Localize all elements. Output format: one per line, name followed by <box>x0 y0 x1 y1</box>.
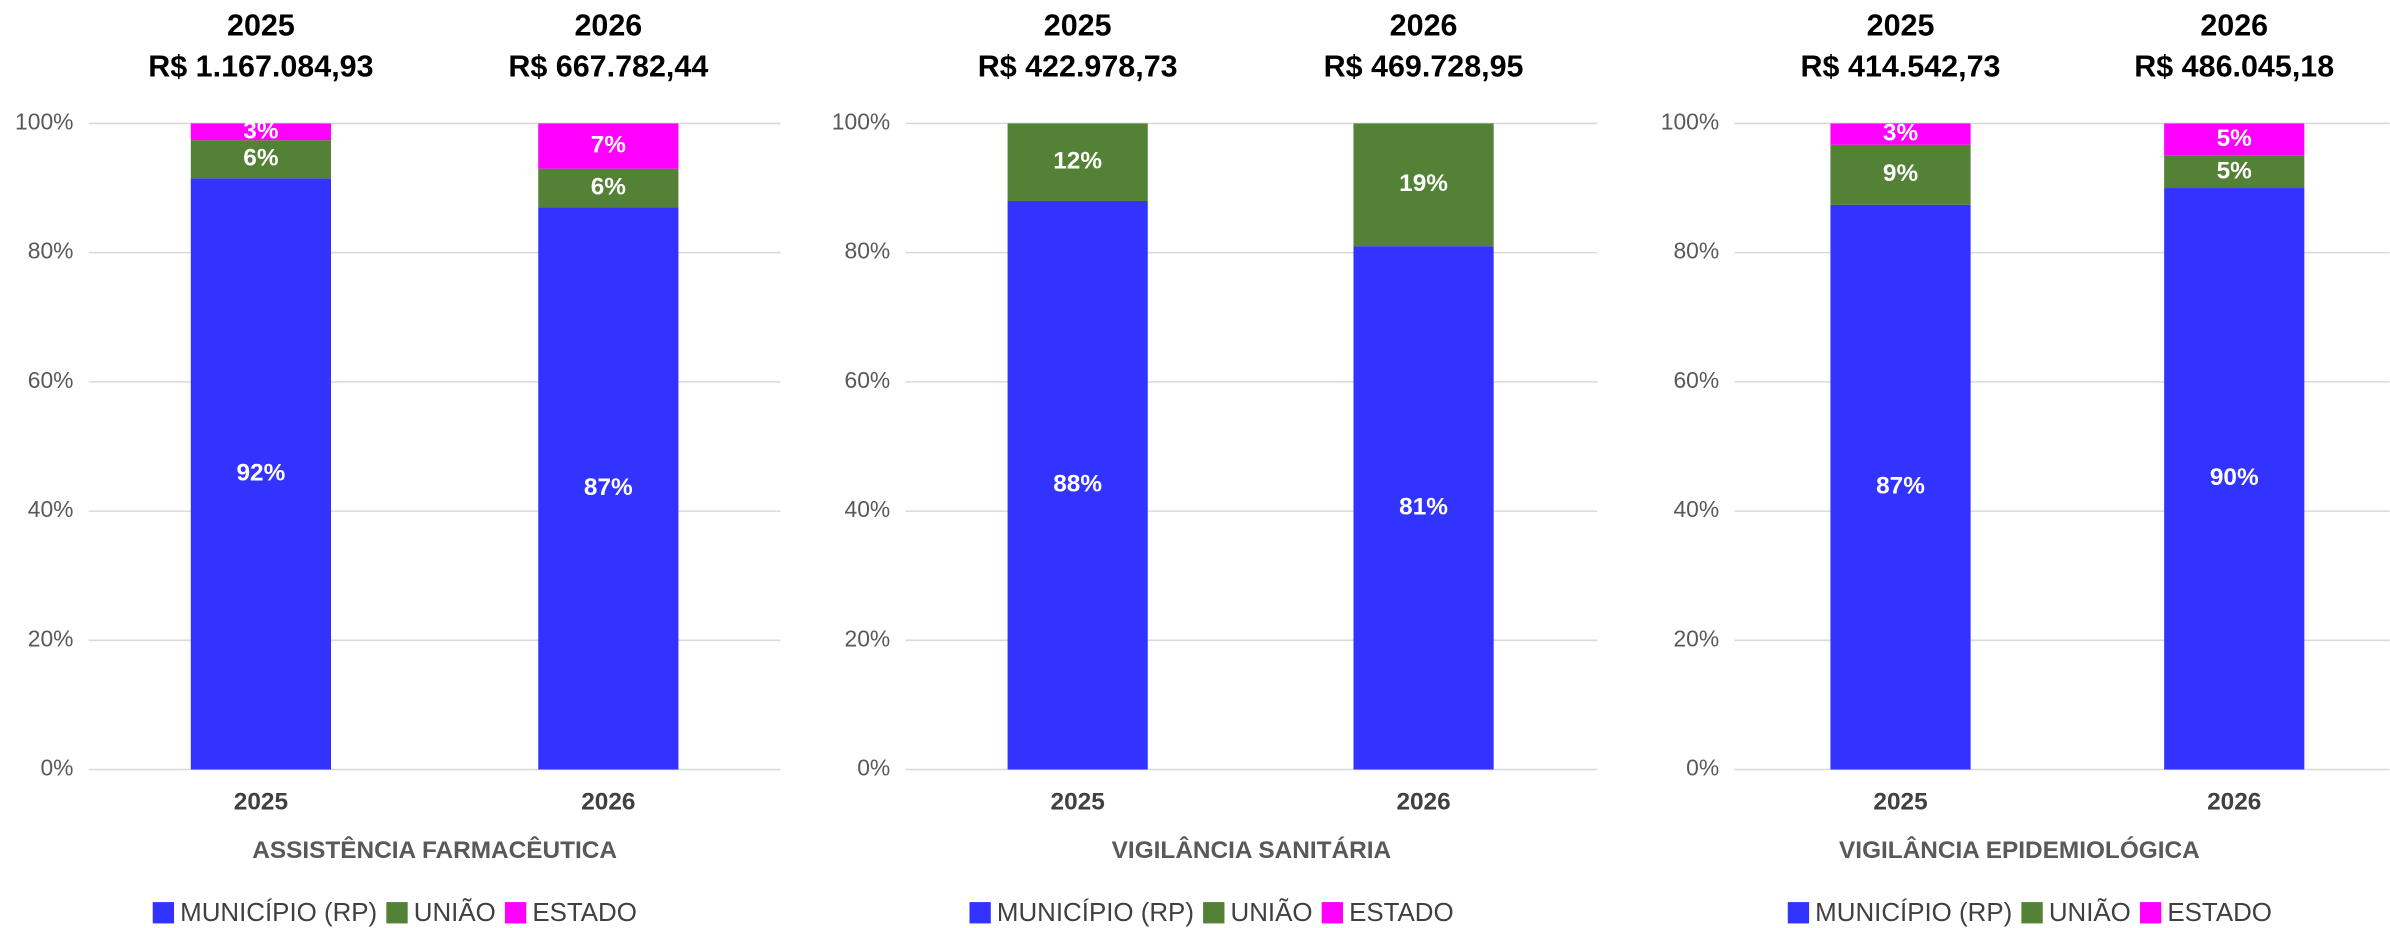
value-label: 3% <box>1883 120 1919 147</box>
value-label: 87% <box>584 474 633 501</box>
y-tick-label: 80% <box>1673 238 1719 264</box>
value-label: 5% <box>2217 125 2253 152</box>
y-tick-label: 0% <box>40 755 73 781</box>
y-tick-label: 0% <box>857 755 890 781</box>
legend-swatch <box>1321 902 1344 924</box>
value-label: 12% <box>1053 148 1102 175</box>
legend-swatch <box>2021 902 2043 924</box>
legend-swatch <box>386 902 408 924</box>
legend-label: MUNICÍPIO (RP) <box>180 898 377 927</box>
y-tick-label: 60% <box>28 367 74 393</box>
value-label: 9% <box>1883 160 1919 187</box>
legend-label: UNIÃO <box>2049 898 2131 927</box>
legend-swatch <box>152 902 175 924</box>
value-label: 81% <box>1399 493 1448 520</box>
value-label: 3% <box>243 117 279 144</box>
legend-label: MUNICÍPIO (RP) <box>1815 898 2012 927</box>
bar-segment <box>1353 123 1494 247</box>
value-label: 90% <box>2210 464 2259 491</box>
bar-segment <box>1007 200 1148 770</box>
value-label: 6% <box>243 145 279 172</box>
value-label: 5% <box>2217 157 2253 184</box>
bar-segment <box>1830 144 1971 205</box>
header-amount: R$ 667.782,44 <box>508 50 708 84</box>
bar-segment <box>1007 123 1148 201</box>
legend-label: ESTADO <box>2167 899 2272 927</box>
y-tick-label: 100% <box>832 108 890 134</box>
legend-swatch <box>504 902 527 924</box>
y-tick-label: 100% <box>15 108 73 134</box>
y-tick-label: 80% <box>845 238 891 264</box>
header-year: 2025 <box>1044 8 1112 42</box>
y-tick-label: 60% <box>1673 367 1719 393</box>
y-tick-label: 60% <box>845 367 891 393</box>
legend-label: ESTADO <box>1349 899 1454 927</box>
bar-segment <box>538 168 679 208</box>
header-amount: R$ 422.978,73 <box>978 50 1178 84</box>
axis-title: VIGILÂNCIA EPIDEMIOLÓGICA <box>1839 836 2200 864</box>
y-tick-label: 20% <box>28 625 74 651</box>
value-label: 7% <box>591 131 627 158</box>
legend-swatch <box>1203 902 1225 924</box>
x-tick-label: 2025 <box>1873 788 1927 815</box>
x-tick-label: 2026 <box>2207 788 2261 815</box>
bar-segment <box>1830 204 1971 770</box>
bar-segment <box>538 207 679 770</box>
legend-swatch <box>969 902 991 924</box>
value-label: 6% <box>591 173 627 200</box>
bar-segment <box>538 123 679 169</box>
y-tick-label: 0% <box>1686 755 1719 781</box>
value-label: 88% <box>1053 471 1102 498</box>
x-tick-label: 2025 <box>234 788 288 815</box>
bar-segment <box>190 140 331 179</box>
y-tick-label: 100% <box>1661 108 1719 134</box>
header-year: 2025 <box>1867 8 1935 42</box>
legend-label: UNIÃO <box>414 898 496 927</box>
bar-segment <box>1830 123 1971 145</box>
bar-segment <box>2164 155 2305 189</box>
header-year: 2026 <box>1390 8 1458 42</box>
y-tick-label: 80% <box>28 238 74 264</box>
bar-segment <box>2164 188 2305 770</box>
bar-segment <box>190 123 331 141</box>
legend-label: UNIÃO <box>1231 898 1313 927</box>
legend-swatch <box>2139 902 2162 924</box>
header-amount: R$ 414.542,73 <box>1801 50 2001 84</box>
header-year: 2026 <box>2200 8 2268 42</box>
header-amount: R$ 486.045,18 <box>2134 50 2334 84</box>
axis-title: ASSISTÊNCIA FARMACÊUTICA <box>252 836 617 864</box>
value-label: 19% <box>1399 170 1448 197</box>
bar-segment <box>2164 123 2305 156</box>
x-tick-label: 2026 <box>581 788 635 815</box>
bar-segment <box>1353 246 1494 770</box>
y-tick-label: 40% <box>28 496 74 522</box>
header-amount: R$ 469.728,95 <box>1324 50 1524 84</box>
axis-title: VIGILÂNCIA SANITÁRIA <box>1112 836 1391 864</box>
value-label: 92% <box>237 459 286 486</box>
y-tick-label: 20% <box>1673 625 1719 651</box>
y-tick-label: 40% <box>845 496 891 522</box>
legend-label: MUNICÍPIO (RP) <box>997 898 1194 927</box>
x-tick-label: 2025 <box>1051 788 1105 815</box>
header-year: 2026 <box>574 8 642 42</box>
y-tick-label: 40% <box>1673 496 1719 522</box>
bar-segment <box>190 178 331 770</box>
legend-label: ESTADO <box>532 899 637 927</box>
x-tick-label: 2026 <box>1396 788 1450 815</box>
header-amount: R$ 1.167.084,93 <box>148 50 373 84</box>
y-tick-label: 20% <box>845 625 891 651</box>
header-year: 2025 <box>227 8 295 42</box>
value-label: 87% <box>1876 473 1925 500</box>
legend-swatch <box>1787 902 1810 924</box>
